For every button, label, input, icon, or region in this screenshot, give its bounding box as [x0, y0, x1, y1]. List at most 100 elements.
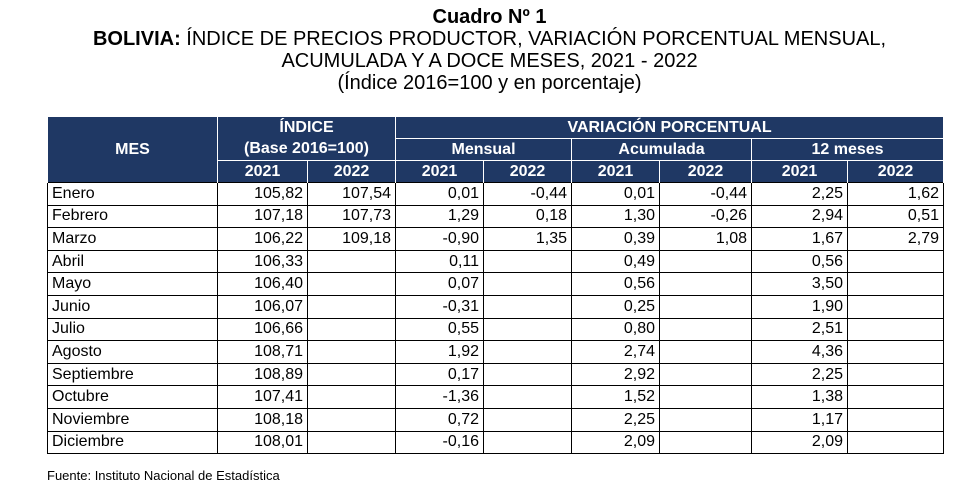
cell-value: 0,80 [571, 317, 661, 342]
header-year: 2021 [751, 160, 849, 183]
table-row: Diciembre 108,01 -0,16 2,09 2,09 [47, 430, 945, 455]
table-row: Enero 105,82 107,54 0,01 -0,44 0,01 -0,44 2,25 1… [47, 182, 945, 206]
cell-value [847, 272, 945, 296]
table-row: Marzo 106,22 109,18 -0,90 1,35 0,39 1,08 1,67 2,… [47, 227, 945, 251]
cell-value: 2,92 [571, 362, 661, 387]
cell-value: 108,18 [217, 407, 308, 432]
cell-value [847, 407, 945, 432]
header-variacion: VARIACIÓN PORCENTUAL [395, 117, 945, 139]
cell-value [306, 430, 397, 455]
cell-month: Marzo [47, 227, 218, 251]
cell-value [847, 362, 945, 387]
cell-value [659, 407, 753, 432]
cell-value [306, 294, 397, 319]
header-mes: MES [47, 117, 218, 183]
cell-value: -0,44 [483, 182, 573, 206]
cell-value [306, 272, 397, 296]
cell-value: 108,89 [217, 362, 308, 387]
table-row: Julio 106,66 0,55 0,80 2,51 [47, 317, 945, 342]
cell-value: 1,38 [751, 385, 849, 409]
cell-value: 2,79 [847, 227, 945, 251]
cell-value [659, 317, 753, 342]
cell-value: 1,90 [751, 294, 849, 319]
cell-value: 1,62 [847, 182, 945, 206]
cell-value: -0,44 [659, 182, 753, 206]
cell-value: 1,67 [751, 227, 849, 251]
table-row: Agosto 108,71 1,92 2,74 4,36 [47, 340, 945, 364]
cell-value [483, 362, 573, 387]
cell-value: 2,51 [751, 317, 849, 342]
cell-month: Julio [47, 317, 218, 342]
table-row: Abril 106,33 0,11 0,49 0,56 [47, 249, 945, 274]
cell-value: -0,90 [395, 227, 485, 251]
cell-value [483, 430, 573, 455]
cell-value [659, 340, 753, 364]
cell-value: 1,35 [483, 227, 573, 251]
price-index-table: MES ÍNDICE VARIACIÓN PORCENTUAL (Base 20… [47, 117, 945, 455]
table-subtitle: (Índice 2016=100 y en porcentaje) [337, 72, 642, 94]
cell-value: 106,40 [217, 272, 308, 296]
cell-value: 0,51 [847, 204, 945, 229]
cell-value: 106,07 [217, 294, 308, 319]
cell-value: 0,01 [395, 182, 485, 206]
header-year: 2021 [217, 160, 308, 183]
table-row: Junio 106,07 -0,31 0,25 1,90 [47, 294, 945, 319]
cell-month: Junio [47, 294, 218, 319]
cell-value: 107,54 [306, 182, 397, 206]
cell-value [483, 385, 573, 409]
cell-month: Agosto [47, 340, 218, 364]
table-title-line2: ACUMULADA Y A DOCE MESES, 2021 - 2022 [281, 50, 698, 72]
cell-value: 1,30 [571, 204, 661, 229]
cell-value: 0,55 [395, 317, 485, 342]
cell-value: 0,07 [395, 272, 485, 296]
cell-value [306, 249, 397, 274]
cell-value: 0,56 [571, 272, 661, 296]
cell-value: -0,26 [659, 204, 753, 229]
cell-value: 107,18 [217, 204, 308, 229]
header-acumulada: Acumulada [571, 138, 753, 161]
table-body: Enero 105,82 107,54 0,01 -0,44 0,01 -0,44 2,25 1… [47, 182, 945, 455]
table-row: Mayo 106,40 0,07 0,56 3,50 [47, 272, 945, 296]
cell-value: 1,52 [571, 385, 661, 409]
cell-value: 0,39 [571, 227, 661, 251]
cell-value [659, 249, 753, 274]
cell-value: 105,82 [217, 182, 308, 206]
cell-value [847, 385, 945, 409]
cell-value: 2,25 [751, 182, 849, 206]
cell-value: -0,16 [395, 430, 485, 455]
cell-month: Febrero [47, 204, 218, 229]
header-year: 2021 [395, 160, 485, 183]
cell-value: 2,09 [571, 430, 661, 455]
cell-value [306, 385, 397, 409]
cell-value: 0,17 [395, 362, 485, 387]
header-year: 2022 [483, 160, 573, 183]
header-mensual: Mensual [395, 138, 573, 161]
cell-value [306, 407, 397, 432]
header-indice-base: (Base 2016=100) [216, 138, 397, 161]
cell-value: 0,49 [571, 249, 661, 274]
cell-value: 109,18 [306, 227, 397, 251]
cell-value: -0,31 [395, 294, 485, 319]
cell-value: 2,74 [571, 340, 661, 364]
cell-value: 1,17 [751, 407, 849, 432]
cell-value: 1,08 [659, 227, 753, 251]
cell-value: 107,41 [217, 385, 308, 409]
cell-value [306, 340, 397, 364]
cell-month: Mayo [47, 272, 218, 296]
cell-value: 0,11 [395, 249, 485, 274]
table-row: Octubre 107,41 -1,36 1,52 1,38 [47, 385, 945, 409]
cell-value: 107,73 [306, 204, 397, 229]
cell-value [847, 340, 945, 364]
cell-value: 0,72 [395, 407, 485, 432]
table-row: Noviembre 108,18 0,72 2,25 1,17 [47, 407, 945, 432]
cell-value: 2,25 [751, 362, 849, 387]
cell-value: 2,25 [571, 407, 661, 432]
cell-value [483, 407, 573, 432]
cell-month: Abril [47, 249, 218, 274]
cell-month: Septiembre [47, 362, 218, 387]
cell-value [483, 317, 573, 342]
table-title-line1: BOLIVIA: ÍNDICE DE PRECIOS PRODUCTOR, VA… [0, 28, 979, 50]
cell-value: 1,29 [395, 204, 485, 229]
header-year: 2022 [659, 160, 753, 183]
cell-value: 4,36 [751, 340, 849, 364]
